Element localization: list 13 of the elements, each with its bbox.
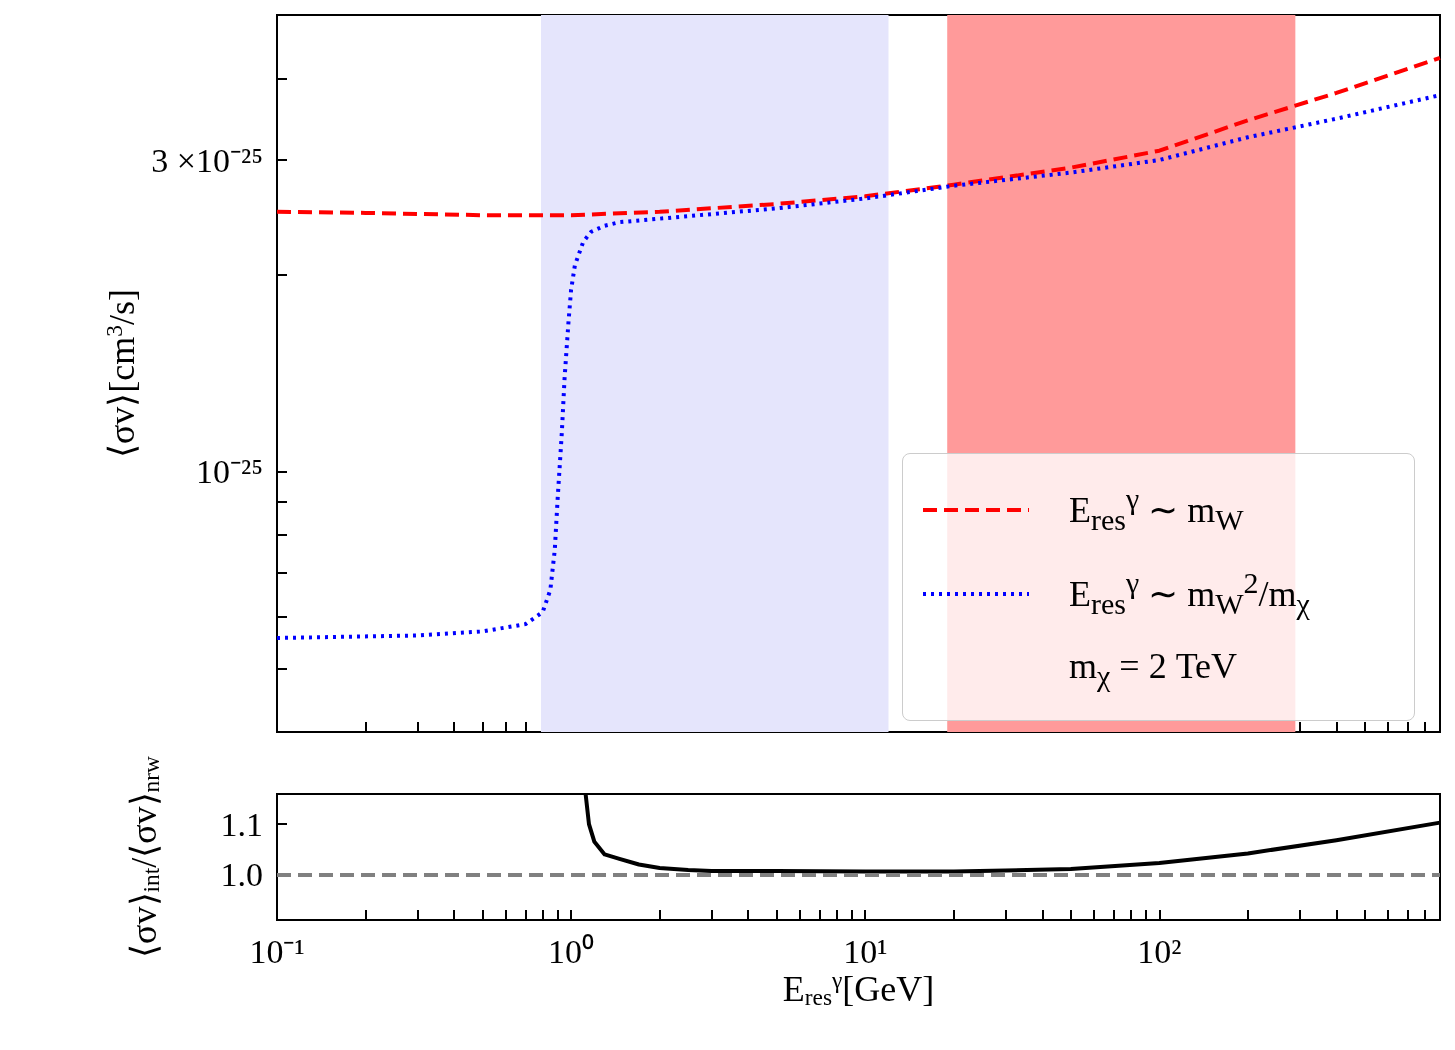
legend-label: E$_{res}$$^{γ}$ ∼ m$_{W}$ (1069, 481, 1244, 539)
x-tick-label: 10² (1137, 932, 1182, 970)
x-tick-label: 10⁻¹ (249, 932, 305, 970)
y-axis-title: ⟨σv⟩int/⟨σv⟩nrw (124, 755, 164, 958)
y-tick-label: 1.1 (220, 805, 263, 843)
y-tick-label: 3 ×10⁻²⁵ (151, 141, 263, 179)
x-tick-label: 10¹ (843, 932, 888, 970)
annotation: m$_{χ}$ = 2 TeV (1069, 644, 1238, 695)
x-tick-label: 10⁰ (548, 932, 595, 970)
y-tick-label: 1.0 (220, 856, 263, 894)
y-tick-label: 10⁻²⁵ (195, 453, 263, 491)
y-axis-title: ⟨σv⟩[cm3/s] (101, 288, 143, 459)
legend-label: E$_{res}$$^{γ}$ ∼ m$_{W}$$^{2}$/m$_{χ}$ (1069, 565, 1310, 623)
